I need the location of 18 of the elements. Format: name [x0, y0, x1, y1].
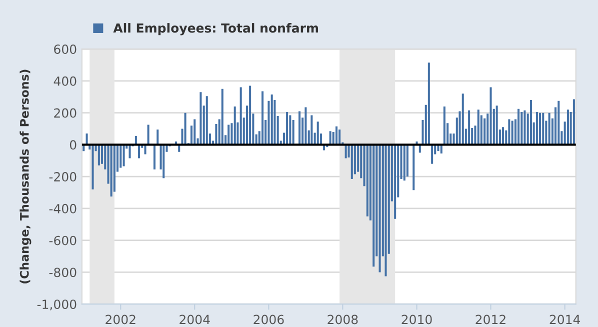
y-tick-label: 200	[54, 108, 76, 118]
y-tick-label: -200	[49, 172, 76, 182]
y-axis-title: (Change, Thousands of Persons)	[20, 70, 32, 284]
y-tick-label: -800	[49, 268, 76, 278]
x-tick-label: 2004	[180, 314, 210, 324]
y-tick-label: 0	[70, 140, 76, 150]
x-tick-label: 2008	[328, 314, 358, 324]
legend-label: All Employees: Total nonfarm	[113, 23, 318, 36]
x-tick-label: 2010	[402, 314, 432, 324]
x-tick-label: 2012	[476, 314, 506, 324]
y-tick-label: -400	[49, 204, 76, 214]
y-tick-label: 400	[54, 76, 76, 86]
y-tick-label: 600	[54, 44, 76, 54]
x-tick-label: 2014	[550, 314, 580, 324]
x-tick-label: 2006	[254, 314, 284, 324]
y-tick-label: -600	[49, 236, 76, 246]
y-tick-label: -1,000	[37, 300, 76, 310]
x-tick-label: 2002	[106, 314, 136, 324]
